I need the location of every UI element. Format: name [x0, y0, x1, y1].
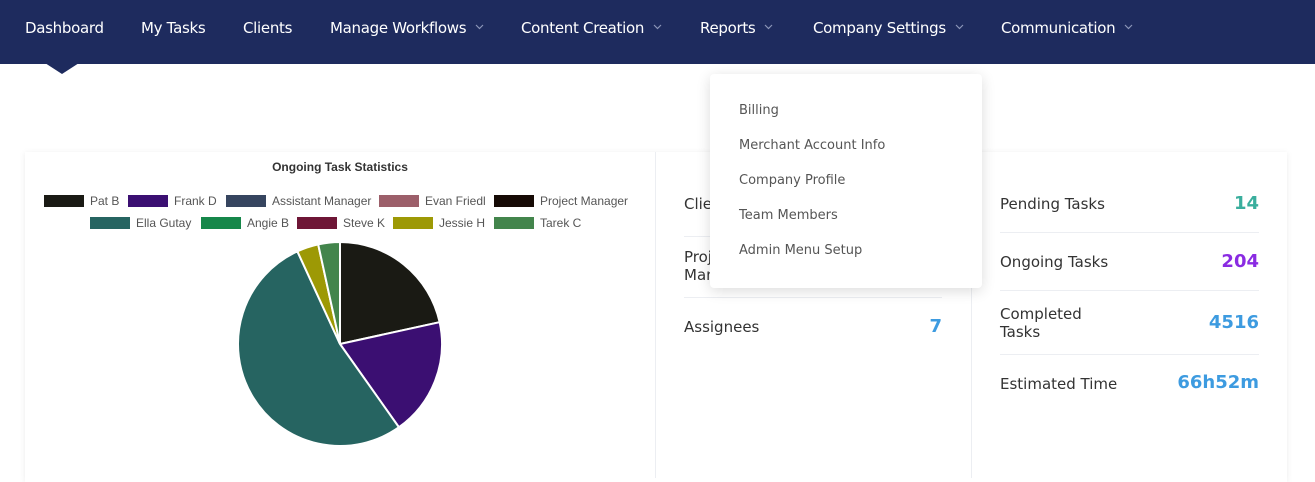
chevron-down-icon — [765, 24, 773, 30]
pie-slice-ella-gutay[interactable] — [237, 250, 401, 447]
legend-label: Assistant Manager — [272, 194, 372, 208]
legend-label: Angie B — [247, 216, 290, 230]
stat-label: Clie — [684, 195, 713, 213]
stat-value: 7 — [929, 316, 942, 337]
stat-row-completed-tasks: Completed Tasks 4516 — [1000, 291, 1259, 355]
stat-row-assignees: Assignees 7 — [684, 298, 942, 354]
company-settings-dropdown-menu: Billing Merchant Account Info Company Pr… — [710, 74, 982, 288]
legend-item[interactable]: Angie B — [201, 216, 289, 230]
nav-item-manage-workflows[interactable]: Manage Workflows — [330, 0, 484, 57]
stat-label: Man — [684, 266, 716, 284]
menu-item-company-profile[interactable]: Company Profile — [739, 173, 846, 188]
legend-item[interactable]: Ella Gutay — [90, 216, 191, 230]
legend-swatch — [393, 216, 433, 229]
nav-label: Reports — [700, 19, 756, 37]
legend-swatch — [90, 216, 130, 229]
legend-label: Ella Gutay — [136, 216, 192, 230]
stat-label: Estimated Time — [1000, 375, 1118, 393]
menu-item-merchant-account-info[interactable]: Merchant Account Info — [739, 138, 886, 153]
nav-label: Company Settings — [813, 19, 946, 37]
nav-item-content-creation[interactable]: Content Creation — [521, 0, 662, 57]
legend-swatch — [128, 194, 168, 207]
nav-item-clients[interactable]: Clients — [243, 0, 292, 57]
legend-label: Tarek C — [540, 216, 582, 230]
stat-row-pending-tasks: Pending Tasks 14 — [1000, 177, 1259, 233]
stat-row-ongoing-tasks: Ongoing Tasks 204 — [1000, 233, 1259, 291]
nav-item-dashboard[interactable]: Dashboard — [25, 0, 104, 57]
chevron-down-icon — [1124, 24, 1133, 30]
stat-label: Ongoing Tasks — [1000, 253, 1109, 271]
pie-slice-tarek-c[interactable] — [316, 240, 341, 345]
legend-item[interactable]: Evan Friedl — [379, 194, 486, 208]
stat-value: 66h52m — [1177, 372, 1259, 393]
legend-label: Pat B — [90, 194, 120, 208]
dashboard-stats-card — [25, 152, 1287, 482]
nav-item-communication[interactable]: Communication — [1001, 0, 1133, 57]
column-divider — [655, 152, 656, 478]
chevron-down-icon — [653, 24, 662, 30]
stat-value: 204 — [1221, 251, 1259, 272]
pie-slice-frank-d[interactable] — [338, 320, 443, 429]
menu-item-team-members[interactable]: Team Members — [739, 208, 838, 223]
chart-title: Ongoing Task Statistics — [272, 160, 408, 174]
legend-label: Frank D — [174, 194, 217, 208]
legend-swatch — [494, 194, 534, 207]
legend-item[interactable]: Tarek C — [494, 216, 581, 230]
stat-value: 4516 — [1208, 312, 1259, 333]
legend-swatch — [494, 216, 534, 229]
nav-item-my-tasks[interactable]: My Tasks — [141, 0, 206, 57]
column-divider — [971, 152, 972, 478]
legend-item[interactable]: Pat B — [44, 194, 119, 208]
legend-item[interactable]: Frank D — [128, 194, 217, 208]
chevron-down-icon — [475, 24, 484, 30]
nav-label: Communication — [1001, 19, 1116, 37]
nav-label: My Tasks — [141, 19, 206, 37]
legend-swatch — [379, 194, 419, 207]
pie-chart — [237, 240, 443, 447]
legend-label: Evan Friedl — [425, 194, 486, 208]
nav-label: Dashboard — [25, 19, 104, 37]
stat-label: Assignees — [684, 318, 760, 336]
stat-label: Completed Tasks — [1000, 305, 1082, 341]
legend-label: Project Manager — [540, 194, 629, 208]
chevron-down-icon — [955, 24, 964, 30]
stat-row-projects: Proj Man — [684, 237, 942, 298]
stat-value: 14 — [1233, 193, 1259, 214]
dropdown-pointer — [873, 66, 891, 75]
stat-label: Pending Tasks — [1000, 195, 1105, 213]
nav-item-reports[interactable]: Reports — [700, 0, 773, 57]
legend-swatch — [201, 216, 241, 229]
legend-swatch — [297, 216, 337, 229]
nav-label: Content Creation — [521, 19, 645, 37]
stat-row-estimated-time: Estimated Time 66h52m — [1000, 355, 1259, 411]
stat-label: Proj — [684, 248, 712, 266]
nav-label: Manage Workflows — [330, 19, 467, 37]
legend-label: Jessie H — [439, 216, 486, 230]
legend-item[interactable]: Steve K — [297, 216, 385, 230]
menu-item-billing[interactable]: Billing — [739, 103, 779, 118]
legend-item[interactable]: Project Manager — [494, 194, 628, 208]
active-tab-indicator — [45, 63, 79, 74]
top-navigation-bar: Dashboard My Tasks Clients Manage Workfl… — [0, 0, 1315, 64]
legend-swatch — [44, 194, 84, 207]
pie-slice-pat-b[interactable] — [339, 240, 441, 346]
nav-label: Clients — [243, 19, 293, 37]
legend-label: Steve K — [343, 216, 386, 230]
legend-item[interactable]: Jessie H — [393, 216, 485, 230]
nav-item-company-settings[interactable]: Company Settings — [813, 0, 964, 57]
menu-item-admin-menu-setup[interactable]: Admin Menu Setup — [739, 243, 863, 258]
legend-swatch — [226, 194, 266, 207]
legend-item[interactable]: Assistant Manager — [226, 194, 371, 208]
